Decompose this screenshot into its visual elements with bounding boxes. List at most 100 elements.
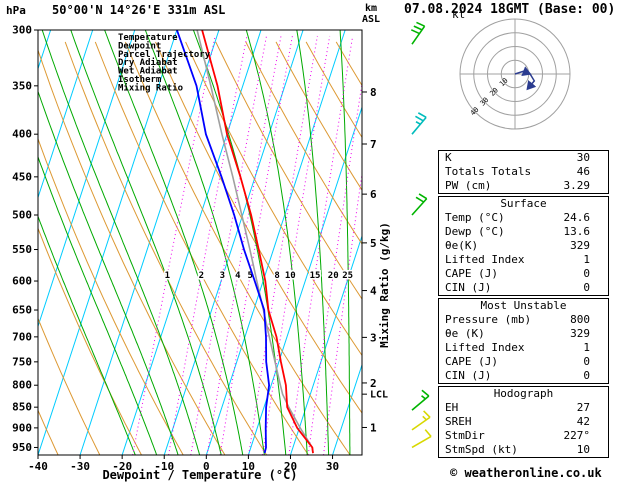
altitude-tick-label: 6 xyxy=(370,188,377,201)
legend-item-temperature: Temperature xyxy=(118,33,178,43)
wind-barb-feather xyxy=(415,121,421,125)
isotherm-line xyxy=(247,105,362,455)
copyright: © weatheronline.co.uk xyxy=(450,466,602,480)
stat-value: 0 xyxy=(583,281,590,294)
legend-item-isotherm: Isotherm xyxy=(118,75,162,85)
stat-row: CAPE (J) 0 xyxy=(439,267,608,281)
stat-label: CIN (J) xyxy=(445,369,492,382)
pressure-tick-label: 750 xyxy=(12,355,32,368)
pressure-tick-label: 950 xyxy=(12,441,32,454)
stat-row: PW (cm) 3.29 xyxy=(439,179,608,193)
wind-barb xyxy=(411,389,430,411)
temperature-tick-label: 10 xyxy=(242,460,255,473)
mixing-ratio-value-label: 20 xyxy=(328,271,339,281)
stat-label: CAPE (J) xyxy=(445,355,498,368)
table-hodograph-stats: Hodograph EH 27 SREH 42 StmDir 227° StmSpd (kt)… xyxy=(438,386,609,458)
altitude-unit-asl-label: ASL xyxy=(362,14,380,25)
stat-row: Lifted Index 1 xyxy=(439,341,608,355)
pressure-tick-label: 700 xyxy=(12,330,32,343)
stat-value: 1 xyxy=(583,341,590,354)
temperature-tick-label: -10 xyxy=(154,460,174,473)
mixing-ratio-line xyxy=(288,35,354,455)
stat-label: EH xyxy=(445,401,459,414)
mixing-ratio-value-label: 2 xyxy=(199,271,204,281)
stat-value: 0 xyxy=(583,369,590,382)
wind-barb-feather xyxy=(424,429,432,437)
isotherm-line xyxy=(121,30,262,455)
stat-label: PW (cm) xyxy=(445,179,492,192)
mixing-ratio-line xyxy=(219,35,293,455)
stat-row: CIN (J) 0 xyxy=(439,281,608,295)
wind-barb-feather xyxy=(417,112,427,119)
stats-tables: K 30 Totals Totals 46 PW (cm) 3.29 Surface Temp… xyxy=(438,150,609,460)
isotherm-line xyxy=(289,234,362,455)
temperature-tick-label: -20 xyxy=(112,460,132,473)
hodograph-ring-label: 10 xyxy=(498,76,510,88)
stat-row: EH 27 xyxy=(439,401,608,415)
legend-item-dry-adiabat: Dry Adiabat xyxy=(118,57,178,68)
stat-value: 1 xyxy=(583,253,590,266)
altitude-tick-label: 7 xyxy=(370,138,377,151)
stat-label: θe(K) xyxy=(445,239,479,252)
mixing-ratio-axis-label: Mixing Ratio (g/kg) xyxy=(378,222,391,348)
mixing-ratio-value-label: 4 xyxy=(235,271,241,281)
stat-label: Lifted Index xyxy=(445,253,525,266)
pressure-tick-label: 600 xyxy=(12,275,32,288)
stat-value: 46 xyxy=(576,165,590,178)
pressure-tick-label: 450 xyxy=(12,170,32,183)
wet-adiabat-line xyxy=(296,30,330,455)
dry-adiabat-line xyxy=(94,41,309,455)
wet-adiabat-line xyxy=(144,30,265,455)
stat-row: θe (K) 329 xyxy=(439,327,608,341)
mixing-ratio-value-label: 3 xyxy=(220,271,225,281)
temperature-tick-label: 20 xyxy=(284,460,297,473)
wind-barb-shaft xyxy=(411,116,427,135)
pressure-tick-label: 400 xyxy=(12,128,32,141)
wet-adiabat-line xyxy=(245,30,308,455)
stat-row: θe(K) 329 xyxy=(439,239,608,253)
legend-item-wet-adiabat: Wet Adiabat xyxy=(118,66,178,77)
stat-row: K 30 xyxy=(439,151,608,165)
stat-label: K xyxy=(445,151,452,164)
dry-adiabat-line xyxy=(38,48,226,455)
stat-label: θe (K) xyxy=(445,327,485,340)
mixing-ratio-value-label: 1 xyxy=(165,271,170,281)
altitude-tick-label: 3 xyxy=(370,331,377,344)
pressure-tick-label: 850 xyxy=(12,401,32,414)
stat-row: StmDir 227° xyxy=(439,429,608,443)
altitude-tick-label: 8 xyxy=(370,86,377,99)
wind-barb-feather xyxy=(421,389,430,397)
dry-adiabat-line xyxy=(124,41,351,455)
stat-label: Lifted Index xyxy=(445,341,525,354)
temperature-tick-label: -40 xyxy=(28,460,48,473)
axes: 3003504004505005506006507007508008509009… xyxy=(12,24,388,474)
temperature-tick-label: -30 xyxy=(70,460,90,473)
stat-row: Temp (°C) 24.6 xyxy=(439,211,608,225)
mixing-ratio-value-label: 10 xyxy=(285,271,296,281)
skewt-chart: 1 2 3 4 5 8 10 15 20 25 3003504004505005506006507… xyxy=(6,3,432,482)
stat-value: 30 xyxy=(576,151,590,164)
dry-adiabat-line xyxy=(155,41,362,414)
altitude-tick-label: 1 xyxy=(370,421,377,434)
skewt-background-grid: 1 2 3 4 5 8 10 15 20 25 xyxy=(38,30,362,455)
stat-label: Temp (°C) xyxy=(445,211,505,224)
stat-value: 24.6 xyxy=(563,211,591,224)
table-title: Hodograph xyxy=(493,387,554,400)
wind-barb xyxy=(411,112,427,135)
legend-item-mixing-ratio: Mixing Ratio xyxy=(118,82,183,93)
dry-adiabat-line xyxy=(64,41,268,455)
mixing-ratio-line xyxy=(190,35,267,455)
stat-label: Totals Totals xyxy=(445,165,532,178)
pressure-tick-label: 550 xyxy=(12,243,32,256)
wind-barb-feather xyxy=(413,25,423,31)
stat-label: Dewp (°C) xyxy=(445,225,505,238)
pressure-tick-label: 300 xyxy=(12,24,32,37)
wind-barb-feather xyxy=(416,21,425,27)
altitude-tick-label: 5 xyxy=(370,237,377,250)
wind-barb-feather xyxy=(422,415,427,421)
legend-item-parcel-trajectory: Parcel Trajectory xyxy=(118,49,211,60)
stat-label: SREH xyxy=(445,415,472,428)
stat-row: CIN (J) 0 xyxy=(439,369,608,383)
